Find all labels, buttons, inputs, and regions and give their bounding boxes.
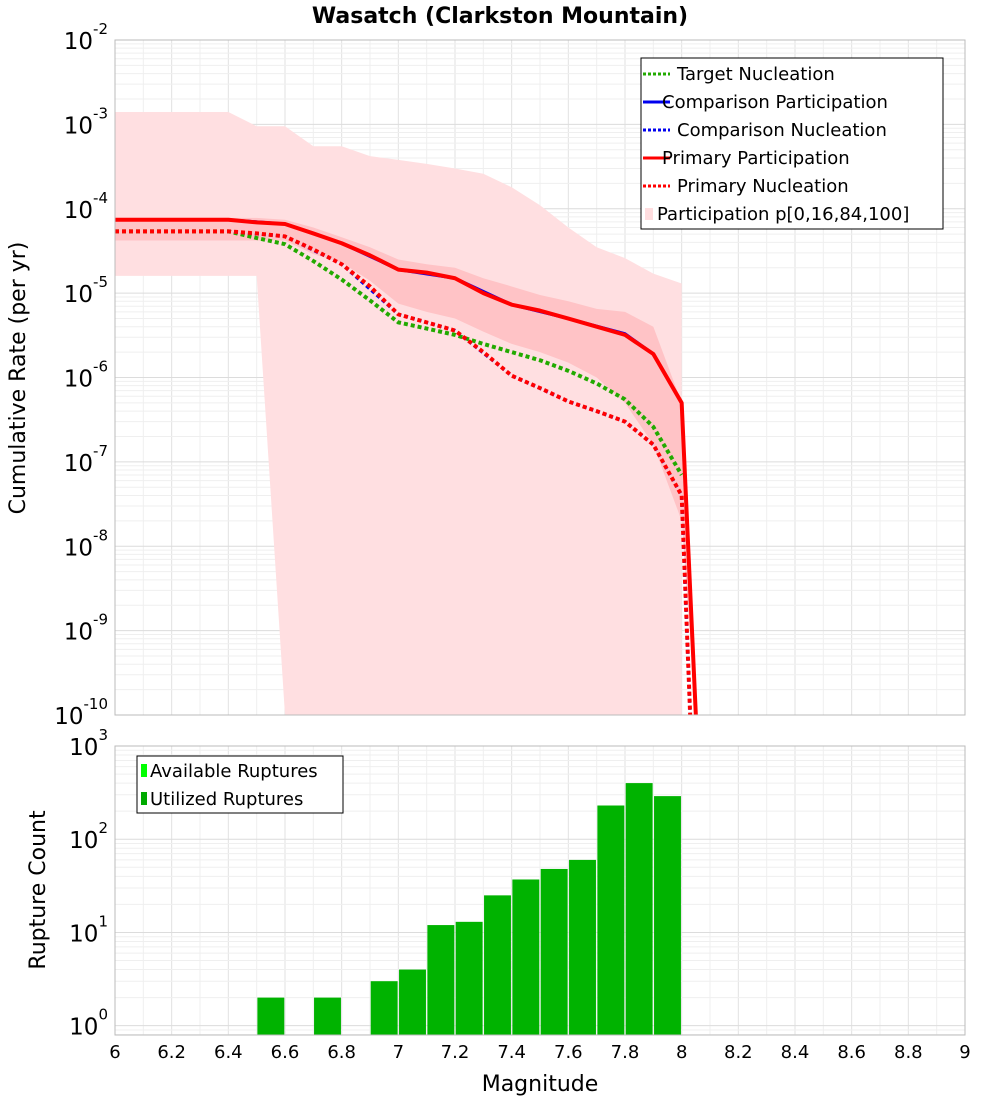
- x-tick-label: 8.8: [894, 1042, 923, 1063]
- legend-label: Comparison Participation: [662, 92, 888, 113]
- series-primary-nucleation: [115, 229, 693, 716]
- x-tick-label: 6.8: [327, 1042, 356, 1063]
- x-tick-label: 7.6: [554, 1042, 583, 1063]
- top-plot-frame: [114, 39, 966, 716]
- rupture-bar: [625, 783, 653, 1035]
- top-y-tick-label: 10-10: [54, 695, 108, 730]
- top-y-axis-label: Cumulative Rate (per yr): [6, 242, 31, 515]
- legend-label: Comparison Nucleation: [677, 120, 887, 141]
- top-y-tick-label: 10-4: [64, 189, 108, 224]
- series-primary-participation: [115, 217, 698, 716]
- x-tick-label: 6.4: [214, 1042, 243, 1063]
- series-target-nucleation: [115, 229, 684, 476]
- rupture-bar: [257, 997, 285, 1035]
- rupture-bar: [427, 925, 455, 1035]
- rupture-bar: [399, 969, 426, 1035]
- participation-bands: [115, 112, 696, 715]
- rate-series: [115, 217, 698, 716]
- x-tick-label: 6: [109, 1042, 120, 1063]
- x-tick-label: 7: [393, 1042, 404, 1063]
- x-tick-label: 7.4: [497, 1042, 526, 1063]
- bottom-y-tick-label: 102: [69, 819, 108, 854]
- rupture-bar: [569, 859, 596, 1035]
- rupture-bars: [257, 783, 681, 1035]
- rupture-bar: [654, 796, 681, 1035]
- x-axis-label: Magnitude: [482, 1072, 599, 1097]
- legend-label: Available Ruptures: [150, 761, 318, 782]
- bottom-y-tick-label: 103: [69, 726, 108, 761]
- x-tick-label: 8: [676, 1042, 687, 1063]
- rupture-bar: [455, 921, 483, 1035]
- rupture-bar: [540, 868, 568, 1035]
- chart-title: Wasatch (Clarkston Mountain): [312, 4, 688, 29]
- legend-swatch: [141, 764, 147, 777]
- legend-label: Target Nucleation: [676, 64, 835, 85]
- top-y-tick-label: 10-7: [64, 442, 108, 477]
- bottom-y-tick-labels: 100 101 102 103: [69, 726, 108, 1041]
- top-y-tick-label: 10-9: [64, 611, 108, 646]
- x-tick-label: 6.6: [271, 1042, 300, 1063]
- x-tick-labels: 6 6.2 6.4 6.6 6.8 7 7.2 7.4 7.6 7.8 8 8.2 8.4 8.6 8.8 9: [109, 1042, 970, 1063]
- x-tick-label: 7.2: [441, 1042, 470, 1063]
- rupture-bar: [370, 981, 398, 1035]
- bottom-plot-frame: [114, 745, 966, 1036]
- legend-label: Primary Participation: [662, 148, 850, 169]
- x-tick-label: 8.4: [781, 1042, 810, 1063]
- bottom-y-tick-label: 101: [69, 912, 108, 947]
- legend-swatch: [141, 792, 147, 805]
- top-y-tick-label: 10-8: [64, 526, 108, 561]
- top-y-tick-label: 10-2: [64, 20, 108, 55]
- legend-swatch: [645, 208, 653, 220]
- top-y-tick-label: 10-5: [64, 273, 108, 308]
- x-tick-label: 9: [959, 1042, 970, 1063]
- top-y-tick-label: 10-6: [64, 358, 108, 393]
- band-p16-p84: [115, 217, 696, 715]
- rupture-bar: [512, 879, 540, 1035]
- top-y-tick-label: 10-3: [64, 104, 108, 139]
- bottom-legend: Available Ruptures Utilized Ruptures: [136, 755, 344, 814]
- rupture-bar: [484, 895, 511, 1035]
- rupture-bar: [597, 805, 625, 1035]
- band-p0-p100: [115, 112, 682, 715]
- legend-label: Participation p[0,16,84,100]: [657, 204, 909, 225]
- x-tick-label: 8.2: [724, 1042, 753, 1063]
- x-tick-label: 8.6: [837, 1042, 866, 1063]
- top-y-tick-labels: 10-10 10-9 10-8 10-7 10-6 10-5 10-4 10-3 10-2: [54, 20, 108, 730]
- rupture-bar: [314, 997, 341, 1035]
- x-tick-label: 6.2: [157, 1042, 186, 1063]
- legend-label: Primary Nucleation: [677, 176, 849, 197]
- bottom-y-tick-label: 100: [69, 1006, 108, 1041]
- legend-label: Utilized Ruptures: [150, 789, 303, 810]
- top-legend: Target Nucleation Comparison Participatio…: [640, 57, 944, 230]
- bottom-y-axis-label: Rupture Count: [26, 810, 51, 970]
- x-tick-label: 7.8: [611, 1042, 640, 1063]
